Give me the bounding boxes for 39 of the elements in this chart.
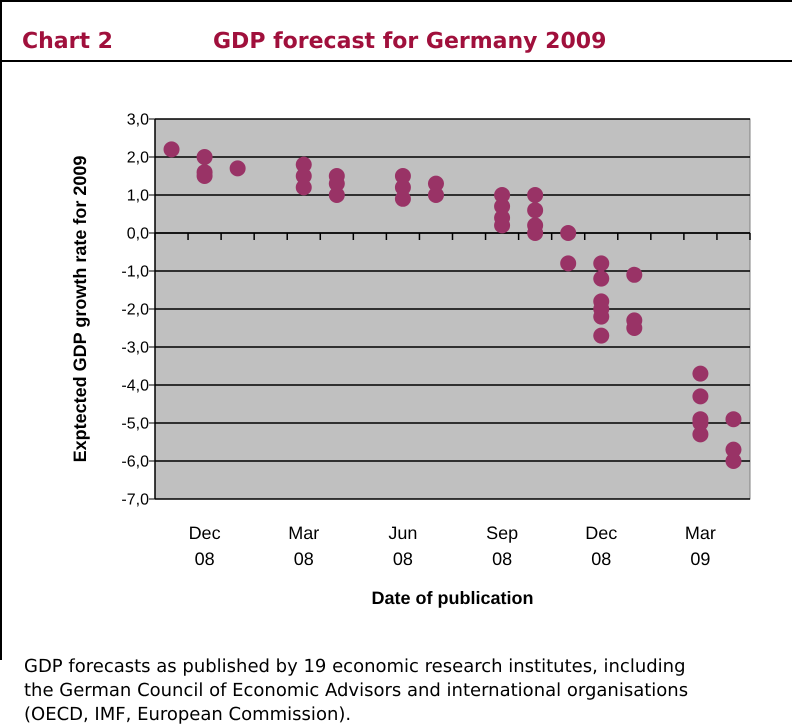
point [527, 202, 544, 218]
point [692, 366, 708, 382]
y-tick-label: 0,0 [126, 226, 150, 243]
point [593, 270, 610, 287]
y-tick-label: -6,0 [121, 454, 150, 471]
point [593, 255, 610, 272]
y-tick-label: -2,0 [121, 302, 150, 319]
point [230, 160, 246, 176]
point [196, 149, 213, 165]
y-axis-title: Exptected GDP growth rate for 2009 [70, 156, 90, 462]
x-tick-label: Dec 08 [188, 523, 221, 569]
point [692, 388, 708, 404]
point [560, 255, 576, 272]
point [328, 187, 345, 203]
point [725, 411, 742, 428]
point [527, 187, 544, 203]
y-tick-label: -4,0 [121, 378, 150, 395]
text: GDP forecasts as published by 19 economic research institutes, including the German Council of Economic Advisors and international organisations (OECD, IMF, European Commission). [24, 656, 688, 725]
y-tick-label: 1,0 [126, 188, 150, 205]
y-tick-label: 2,0 [126, 150, 150, 167]
point [428, 187, 444, 203]
x-tick-label: Mar 08 [288, 523, 320, 569]
point [725, 453, 742, 469]
y-tick-label: -7,0 [121, 492, 150, 509]
point [164, 141, 180, 158]
x-axis-title: Date of publication [372, 588, 534, 608]
y-tick-label: -5,0 [121, 416, 150, 433]
point [593, 328, 610, 344]
y-tick-label: 3,0 [126, 112, 150, 129]
y-tick-label: -3,0 [121, 340, 150, 357]
y-tick-label: -1,0 [121, 264, 150, 281]
x-tick-label: Dec 08 [585, 523, 618, 569]
x-tick-label: Mar 09 [684, 523, 716, 569]
point [626, 266, 642, 283]
caption: Chart 2 [22, 29, 113, 54]
point [560, 225, 576, 241]
x-tick-label: Sep 08 [486, 523, 518, 569]
x-tick-label: Jun 08 [388, 523, 418, 569]
chart-title: GDP forecast for Germany 2009 [213, 29, 606, 54]
